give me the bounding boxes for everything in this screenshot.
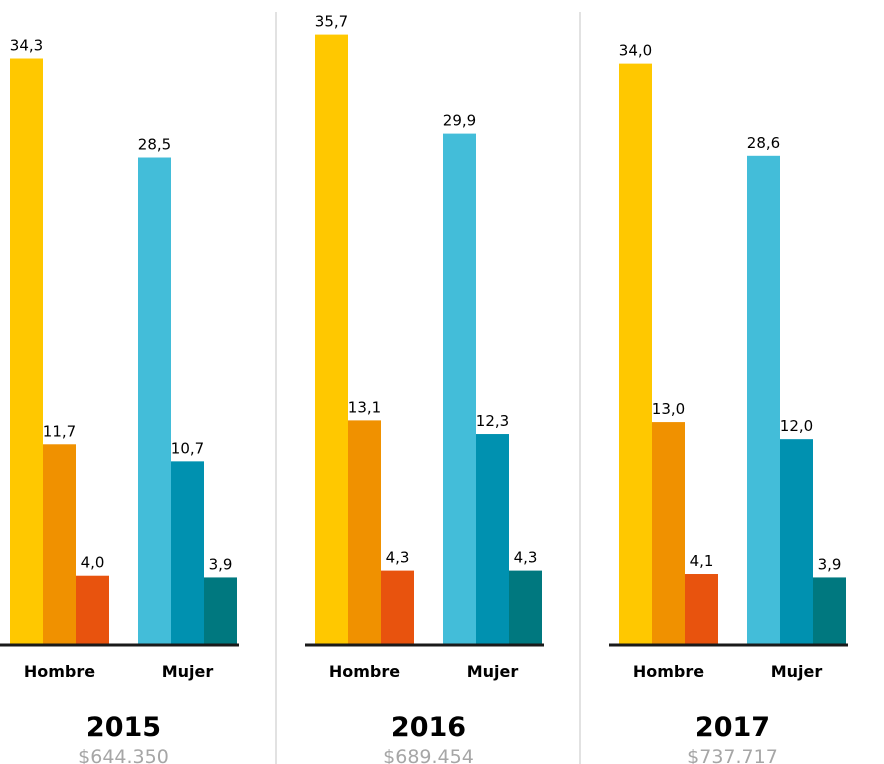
bar-mujer-2016-2 [476, 434, 509, 644]
bar-mujer-2015-2 [171, 461, 204, 644]
bar-hombre-2015-3 [76, 575, 109, 644]
data-label: 4,0 [81, 554, 105, 572]
data-label: 28,6 [747, 134, 780, 152]
bar-mujer-2017-1 [747, 155, 780, 644]
data-label: 28,5 [138, 136, 171, 154]
data-label: 34,0 [619, 42, 652, 60]
bar-mujer-2015-1 [138, 157, 171, 644]
bar-mujer-2017-3 [813, 577, 846, 644]
data-label: 3,9 [209, 555, 233, 573]
bar-hombre-2017-1 [619, 63, 652, 645]
year-title: 2016 [391, 712, 466, 743]
amount-label: $644.350 [78, 746, 169, 764]
category-label: Mujer [162, 662, 214, 681]
data-label: 35,7 [315, 13, 348, 31]
data-label: 4,1 [690, 552, 714, 570]
bar-hombre-2015-2 [43, 444, 76, 644]
bar-mujer-2017-2 [780, 439, 813, 644]
category-label: Mujer [771, 662, 823, 681]
panel-2017: 34,0 13,0 4,1 Hombre 28,6 12,0 3,9 Mujer 2017 $73… [609, 42, 848, 764]
year-title: 2015 [86, 712, 161, 743]
bar-mujer-2016-3 [509, 570, 542, 644]
bar-hombre-2016-1 [315, 34, 348, 644]
amount-label: $689.454 [383, 746, 474, 764]
category-label: Hombre [329, 662, 400, 681]
data-label: 13,0 [652, 400, 685, 418]
data-label: 34,3 [10, 36, 43, 54]
category-label: Hombre [24, 662, 95, 681]
data-label: 4,3 [514, 549, 538, 567]
amount-label: $737.717 [687, 746, 778, 764]
bar-mujer-2015-3 [204, 577, 237, 644]
data-label: 3,9 [818, 555, 842, 573]
data-label: 13,1 [348, 398, 381, 416]
bar-hombre-2015-1 [10, 58, 43, 644]
year-title: 2017 [695, 712, 770, 743]
data-label: 29,9 [443, 112, 476, 130]
category-label: Mujer [467, 662, 519, 681]
data-label: 12,0 [780, 417, 813, 435]
data-label: 10,7 [171, 439, 204, 457]
bar-hombre-2016-2 [348, 420, 381, 644]
data-label: 12,3 [476, 412, 509, 430]
bar-hombre-2017-2 [652, 422, 685, 644]
data-label: 11,7 [43, 422, 76, 440]
panel-2016: 35,7 13,1 4,3 Hombre 29,9 12,3 4,3 Mujer 2016 $68… [305, 13, 544, 764]
data-label: 4,3 [386, 549, 410, 567]
panel-2015: 34,3 11,7 4,0 Hombre 28,5 10,7 3,9 Mujer 2015 $64… [0, 36, 239, 764]
bar-hombre-2017-3 [685, 574, 718, 644]
category-label: Hombre [633, 662, 704, 681]
bar-mujer-2016-1 [443, 133, 476, 644]
bar-hombre-2016-3 [381, 570, 414, 644]
